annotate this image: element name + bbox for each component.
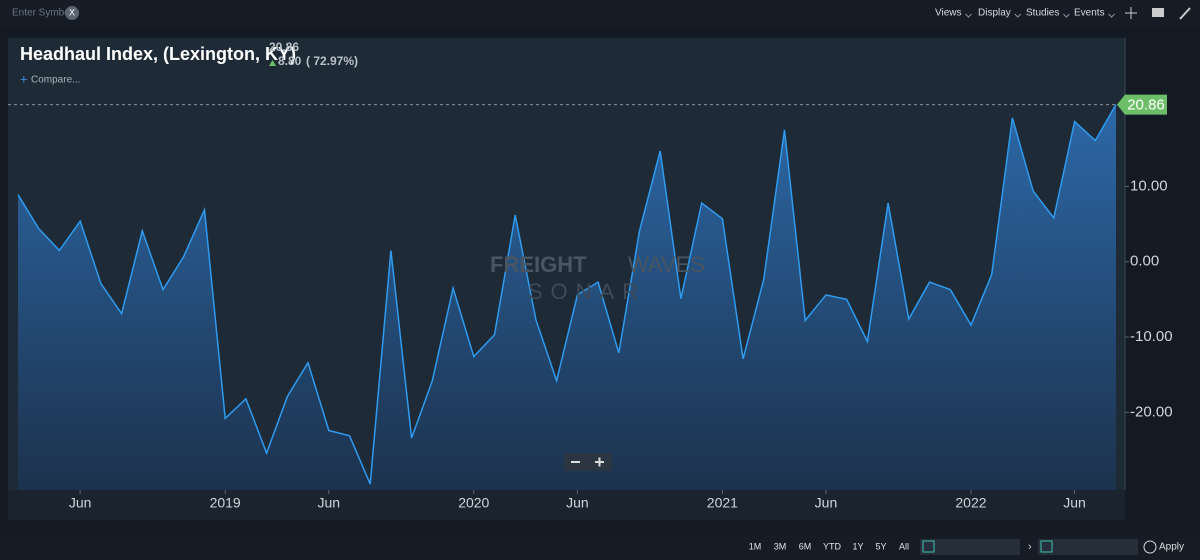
line [17, 104, 1117, 485]
plot [17, 104, 1117, 490]
date-to[interactable] [1038, 539, 1138, 555]
watermark-brand: FREIGHT [490, 252, 587, 277]
toolbar [0, 0, 1200, 26]
date-from[interactable] [920, 539, 1020, 555]
price-change-pct: ( 72.97%) [306, 54, 358, 68]
compare-plus[interactable]: + [20, 71, 28, 86]
apply-icon[interactable] [1143, 540, 1157, 554]
symbol-input[interactable]: Enter Symbol [12, 8, 72, 19]
menu-item[interactable]: Views [935, 8, 962, 19]
x-tick-label: 2019 [210, 495, 241, 511]
range-button[interactable]: YTD [823, 541, 842, 551]
watermark-product: SONAR [528, 279, 646, 304]
range-button[interactable]: 1Y [852, 541, 863, 551]
menu-caret [1108, 13, 1115, 18]
x-tick-label: 2020 [458, 495, 489, 511]
range-button[interactable]: 6M [799, 541, 812, 551]
range-button[interactable]: All [899, 541, 909, 551]
x-tick-label: 2022 [955, 495, 986, 511]
x-axis-area [8, 490, 1125, 520]
range-button[interactable]: 5Y [875, 541, 886, 551]
menu-caret [1014, 13, 1022, 18]
price-change: 8.80 [278, 54, 302, 68]
comment-icon[interactable] [1152, 8, 1164, 17]
last-price: 20.86 [269, 40, 299, 54]
menu-caret [965, 13, 972, 18]
y-tick-label: 10.00 [1130, 177, 1168, 194]
menu-item[interactable]: Events [1074, 8, 1105, 19]
y-tick-label: 0.00 [1130, 253, 1159, 270]
menu-item[interactable]: Studies [1026, 8, 1059, 19]
calendar-icon[interactable] [1040, 540, 1053, 553]
x-tick-label: Jun [566, 495, 589, 511]
calendar-icon[interactable] [922, 540, 935, 553]
last-value-label: 20.86 [1127, 97, 1165, 114]
watermark: FREIGHT WAVES SONAR [490, 252, 705, 304]
apply-button[interactable]: Apply [1159, 542, 1184, 553]
x-tick-label: Jun [69, 495, 92, 511]
menu-caret [1063, 13, 1070, 18]
range-button[interactable]: 1M [749, 541, 762, 551]
menu-item[interactable]: Display [978, 8, 1011, 19]
x-tick-label: Jun [1063, 495, 1086, 511]
clear-button[interactable] [65, 6, 79, 20]
x-tick-label: 2021 [707, 495, 738, 511]
y-tick-label: -20.00 [1130, 403, 1173, 420]
edit-icon[interactable] [1179, 7, 1191, 20]
date-separator: › [1028, 541, 1032, 553]
range-button[interactable]: 3M [774, 541, 787, 551]
x-tick-label: Jun [317, 495, 340, 511]
y-tick-label: -10.00 [1130, 328, 1173, 345]
area-fill [18, 104, 1116, 490]
chart-title: Headhaul Index, (Lexington, KY) [20, 44, 296, 64]
compare-link[interactable]: Compare... [31, 75, 80, 86]
clear-label[interactable]: X [69, 7, 75, 17]
last-value-badge [1117, 94, 1167, 115]
watermark-brand: WAVES [628, 252, 705, 277]
up-arrow [269, 60, 276, 66]
x-tick-label: Jun [815, 495, 838, 511]
